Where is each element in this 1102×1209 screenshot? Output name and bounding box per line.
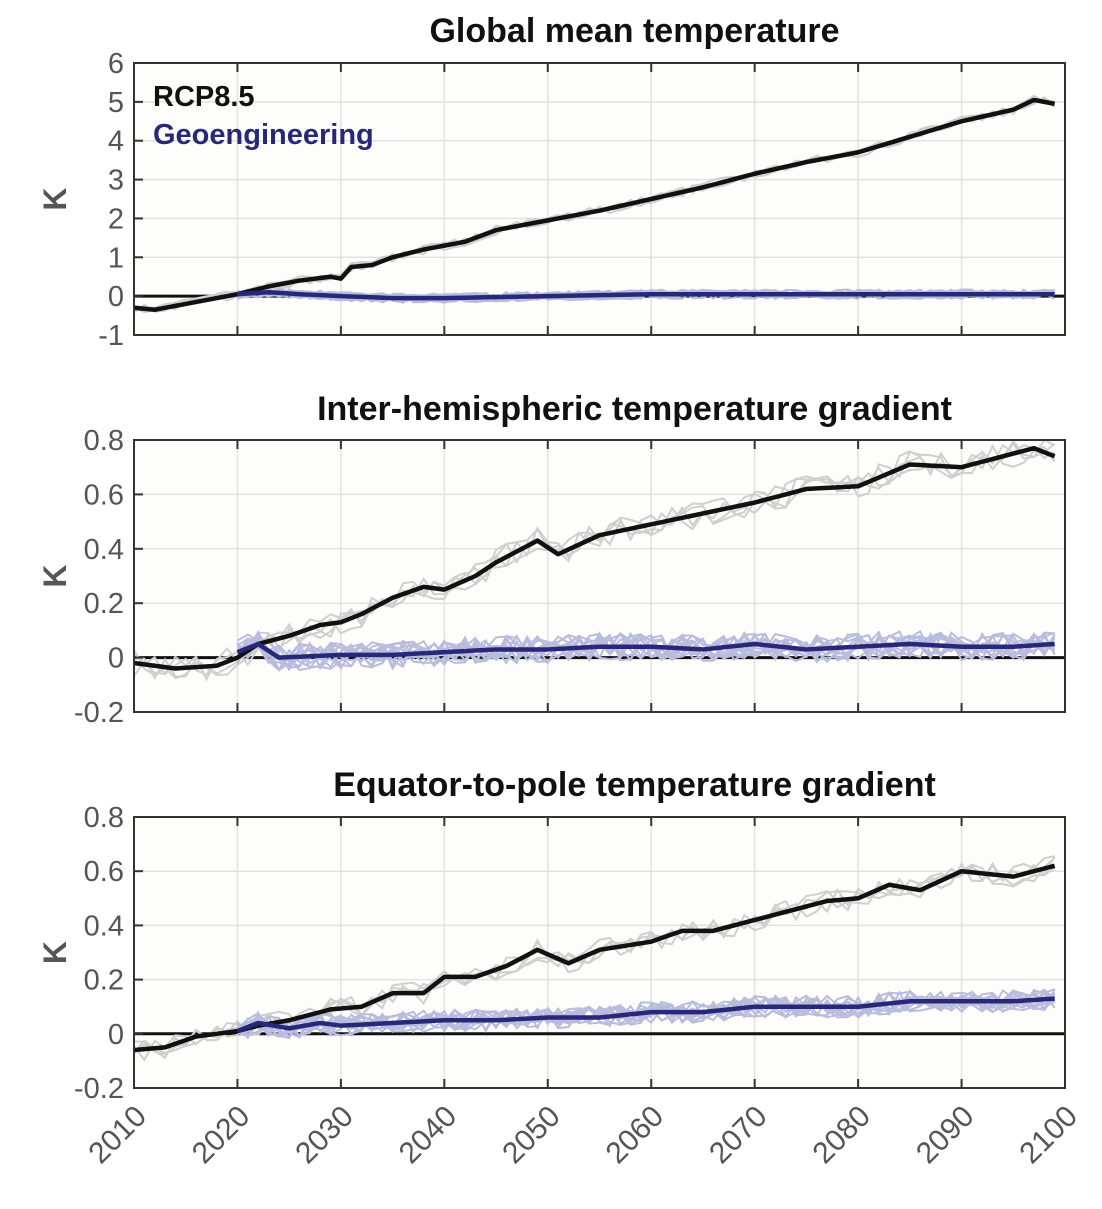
y-axis-label: K bbox=[37, 187, 73, 210]
axes-frame bbox=[133, 816, 1066, 1089]
y-tick-label: 0.2 bbox=[84, 588, 124, 620]
panel-title: Global mean temperature bbox=[429, 12, 839, 50]
x-tick-label: 2050 bbox=[496, 1100, 567, 1171]
y-axis-label: K bbox=[37, 941, 73, 964]
legend-entry-geoengineering: Geoengineering bbox=[153, 119, 374, 151]
y-tick-label: 0.4 bbox=[84, 910, 124, 942]
y-tick-label: 4 bbox=[108, 126, 124, 158]
y-tick-label: -0.2 bbox=[74, 1073, 124, 1105]
x-tick-label: 2060 bbox=[600, 1100, 671, 1171]
panel-title: Equator-to-pole temperature gradient bbox=[333, 766, 936, 804]
series-line-geoengineering bbox=[237, 290, 1055, 301]
series-line-rcp85 bbox=[133, 863, 1056, 1053]
y-tick-label: 0 bbox=[108, 281, 124, 313]
plot-area bbox=[134, 440, 1065, 712]
y-tick-label: 0.8 bbox=[84, 802, 124, 834]
axes-frame bbox=[133, 439, 1066, 713]
y-tick-label: 3 bbox=[108, 165, 124, 197]
y-tick-label: 0.2 bbox=[84, 965, 124, 997]
y-tick-label: 0.6 bbox=[84, 856, 124, 888]
x-tick-label: 2100 bbox=[1013, 1100, 1084, 1171]
axes-frame bbox=[133, 62, 1066, 336]
x-tick-label: 2020 bbox=[186, 1100, 257, 1171]
y-tick-label: 2 bbox=[108, 203, 124, 235]
x-tick-label: 2070 bbox=[703, 1100, 774, 1171]
x-tick-label: 2090 bbox=[910, 1100, 981, 1171]
panel-2: -0.2 0 0.2 0.4 0.6 0.8 Inter-hemispheric tempe… bbox=[37, 390, 1066, 729]
x-tick-label: 2040 bbox=[393, 1100, 464, 1171]
ensemble-member-geoengineering bbox=[236, 630, 1056, 671]
panel-3: -0.2 0 0.2 0.4 0.6 0.8 Equator-to-pole tempera… bbox=[37, 766, 1084, 1170]
ensemble-member-rcp85 bbox=[133, 439, 1056, 680]
y-tick-label: -0.2 bbox=[74, 697, 124, 729]
y-tick-label: -1 bbox=[98, 320, 124, 352]
legend-entry-rcp85: RCP8.5 bbox=[153, 81, 255, 113]
x-tick-label: 2080 bbox=[807, 1100, 878, 1171]
y-tick-label: 0 bbox=[108, 643, 124, 675]
y-tick-label: 6 bbox=[108, 48, 124, 80]
y-tick-label: 5 bbox=[108, 87, 124, 119]
ensemble-member-geoengineering bbox=[236, 991, 1055, 1040]
x-tick-label: 2010 bbox=[82, 1100, 153, 1171]
series-line-rcp85 bbox=[133, 97, 1056, 312]
series-line-rcp85 bbox=[133, 445, 1056, 671]
y-tick-label: 0 bbox=[108, 1019, 124, 1051]
ensemble-member-geoengineering bbox=[237, 632, 1055, 672]
ensemble-member-rcp85 bbox=[133, 443, 1056, 676]
series-line-geoengineering bbox=[236, 996, 1055, 1034]
y-axis-label: K bbox=[37, 564, 73, 587]
series-line-geoengineering bbox=[236, 641, 1055, 660]
panel-title: Inter-hemispheric temperature gradient bbox=[317, 390, 952, 428]
x-tick-label: 2030 bbox=[289, 1100, 360, 1171]
ensemble-member-rcp85 bbox=[133, 855, 1055, 1054]
y-tick-label: 0.6 bbox=[84, 479, 124, 511]
y-tick-label: 0.8 bbox=[84, 425, 124, 457]
panel-1: -1 0 1 2 3 4 5 6 Global mean temperature K RCP8.5 G… bbox=[37, 12, 1066, 352]
y-tick-label: 1 bbox=[108, 242, 124, 274]
y-tick-label: 0.4 bbox=[84, 534, 124, 566]
